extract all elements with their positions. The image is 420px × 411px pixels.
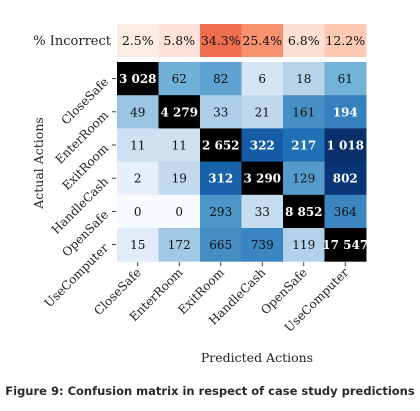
matrix-value: 18 (296, 72, 311, 86)
matrix-value: 119 (292, 238, 315, 252)
matrix-cell-diagonal (324, 228, 367, 262)
y-axis-label: Actual Actions (31, 117, 46, 210)
matrix-cell (158, 128, 201, 163)
matrix-cell (324, 161, 367, 196)
matrix-value: 129 (292, 172, 315, 186)
matrix-value: 1 018 (326, 139, 364, 153)
matrix-cell (117, 128, 159, 163)
incorrect-row-label: % Incorrect (33, 34, 112, 49)
x-axis-ticks: CloseSafeEnterRoomExitRoomHandleCashOpen… (91, 262, 352, 335)
matrix-value: 49 (130, 105, 145, 119)
matrix-value: 0 (134, 205, 142, 219)
matrix-cell (241, 128, 284, 163)
incorrect-cell (200, 24, 242, 57)
matrix-cell (283, 128, 325, 163)
matrix-cell (283, 95, 325, 129)
figure-caption: Figure 9: Confusion matrix in respect of… (5, 384, 415, 398)
matrix-cell (324, 128, 367, 163)
matrix-cell (241, 194, 284, 229)
matrix-cell (283, 62, 325, 96)
incorrect-cell (241, 24, 284, 57)
matrix-cell (117, 161, 159, 196)
matrix-cell (324, 62, 367, 96)
incorrect-cell (117, 24, 159, 57)
matrix-value: 802 (333, 172, 358, 186)
incorrect-value: 12.2% (325, 33, 365, 48)
confusion-matrix-figure: 2.5% 5.8% 34.3% 25.4% 6.8% 12.2% 3 028 62 82 6 18… (31, 24, 368, 365)
matrix-cell (158, 194, 201, 229)
matrix-cell (324, 95, 367, 129)
matrix-value: 19 (172, 172, 187, 186)
matrix-value: 0 (175, 205, 183, 219)
matrix-value: 161 (292, 105, 315, 119)
matrix-value: 11 (172, 139, 187, 153)
matrix-value: 11 (130, 139, 145, 153)
matrix-cell (324, 194, 367, 229)
matrix-value: 172 (168, 238, 191, 252)
matrix-cell (241, 62, 284, 96)
matrix-value: 17 547 (322, 238, 368, 252)
matrix-value: 665 (209, 238, 232, 252)
matrix-value: 82 (213, 72, 228, 86)
matrix-value: 8 852 (285, 205, 323, 219)
matrix-value: 312 (208, 172, 233, 186)
incorrect-value: 34.3% (201, 33, 241, 48)
matrix-cell (200, 95, 242, 129)
matrix-cell (158, 228, 201, 262)
y-tick-label: HandleCash (49, 174, 112, 237)
matrix-value: 3 028 (119, 72, 157, 86)
incorrect-value: 6.8% (288, 33, 320, 48)
matrix-cell (117, 228, 159, 262)
matrix-cell (283, 228, 325, 262)
matrix-cell (117, 194, 159, 229)
incorrect-cell (158, 24, 201, 57)
incorrect-value: 25.4% (242, 33, 282, 48)
matrix-value: 2 652 (202, 139, 240, 153)
matrix-cell (200, 194, 242, 229)
matrix-cell (241, 228, 284, 262)
matrix-value: 322 (250, 139, 275, 153)
matrix-value: 2 (134, 172, 142, 186)
matrix-value: 21 (255, 105, 270, 119)
incorrect-value: 5.8% (163, 33, 195, 48)
incorrect-cell (283, 24, 325, 57)
matrix-value: 61 (338, 72, 353, 86)
incorrect-value: 2.5% (122, 33, 154, 48)
matrix-value: 194 (333, 105, 358, 119)
matrix-cell (241, 95, 284, 129)
matrix-value: 217 (291, 139, 316, 153)
matrix-value: 293 (209, 205, 232, 219)
matrix-value: 364 (334, 205, 357, 219)
matrix-cell (200, 228, 242, 262)
matrix-value: 62 (172, 72, 187, 86)
incorrect-row: 2.5% 5.8% 34.3% 25.4% 6.8% 12.2% (117, 24, 367, 57)
matrix-value: 33 (213, 105, 228, 119)
matrix-cell (158, 161, 201, 196)
matrix-cell (200, 62, 242, 96)
matrix-value: 33 (255, 205, 270, 219)
incorrect-cell (324, 24, 367, 57)
matrix-cell (158, 62, 201, 96)
matrix-value: 6 (258, 72, 266, 86)
matrix-cell (283, 161, 325, 196)
matrix-cell (200, 161, 242, 196)
matrix-value: 4 279 (160, 105, 198, 119)
matrix-value: 15 (130, 238, 145, 252)
y-axis-ticks: CloseSafeEnterRoomExitRoomHandleCashOpen… (42, 75, 116, 310)
matrix-cell-diagonal (158, 95, 201, 129)
matrix-cell (117, 95, 159, 129)
x-axis-label: Predicted Actions (201, 350, 313, 365)
confusion-matrix: 3 028 62 82 6 18 61 49 4 279 33 21 161 194 11 11 2 652… (117, 62, 368, 262)
matrix-value: 739 (251, 238, 274, 252)
matrix-value: 3 290 (243, 172, 281, 186)
matrix-cell-diagonal (283, 194, 325, 229)
matrix-cell-diagonal (241, 161, 284, 196)
matrix-cell-diagonal (200, 128, 242, 163)
matrix-cell-diagonal (117, 62, 159, 96)
